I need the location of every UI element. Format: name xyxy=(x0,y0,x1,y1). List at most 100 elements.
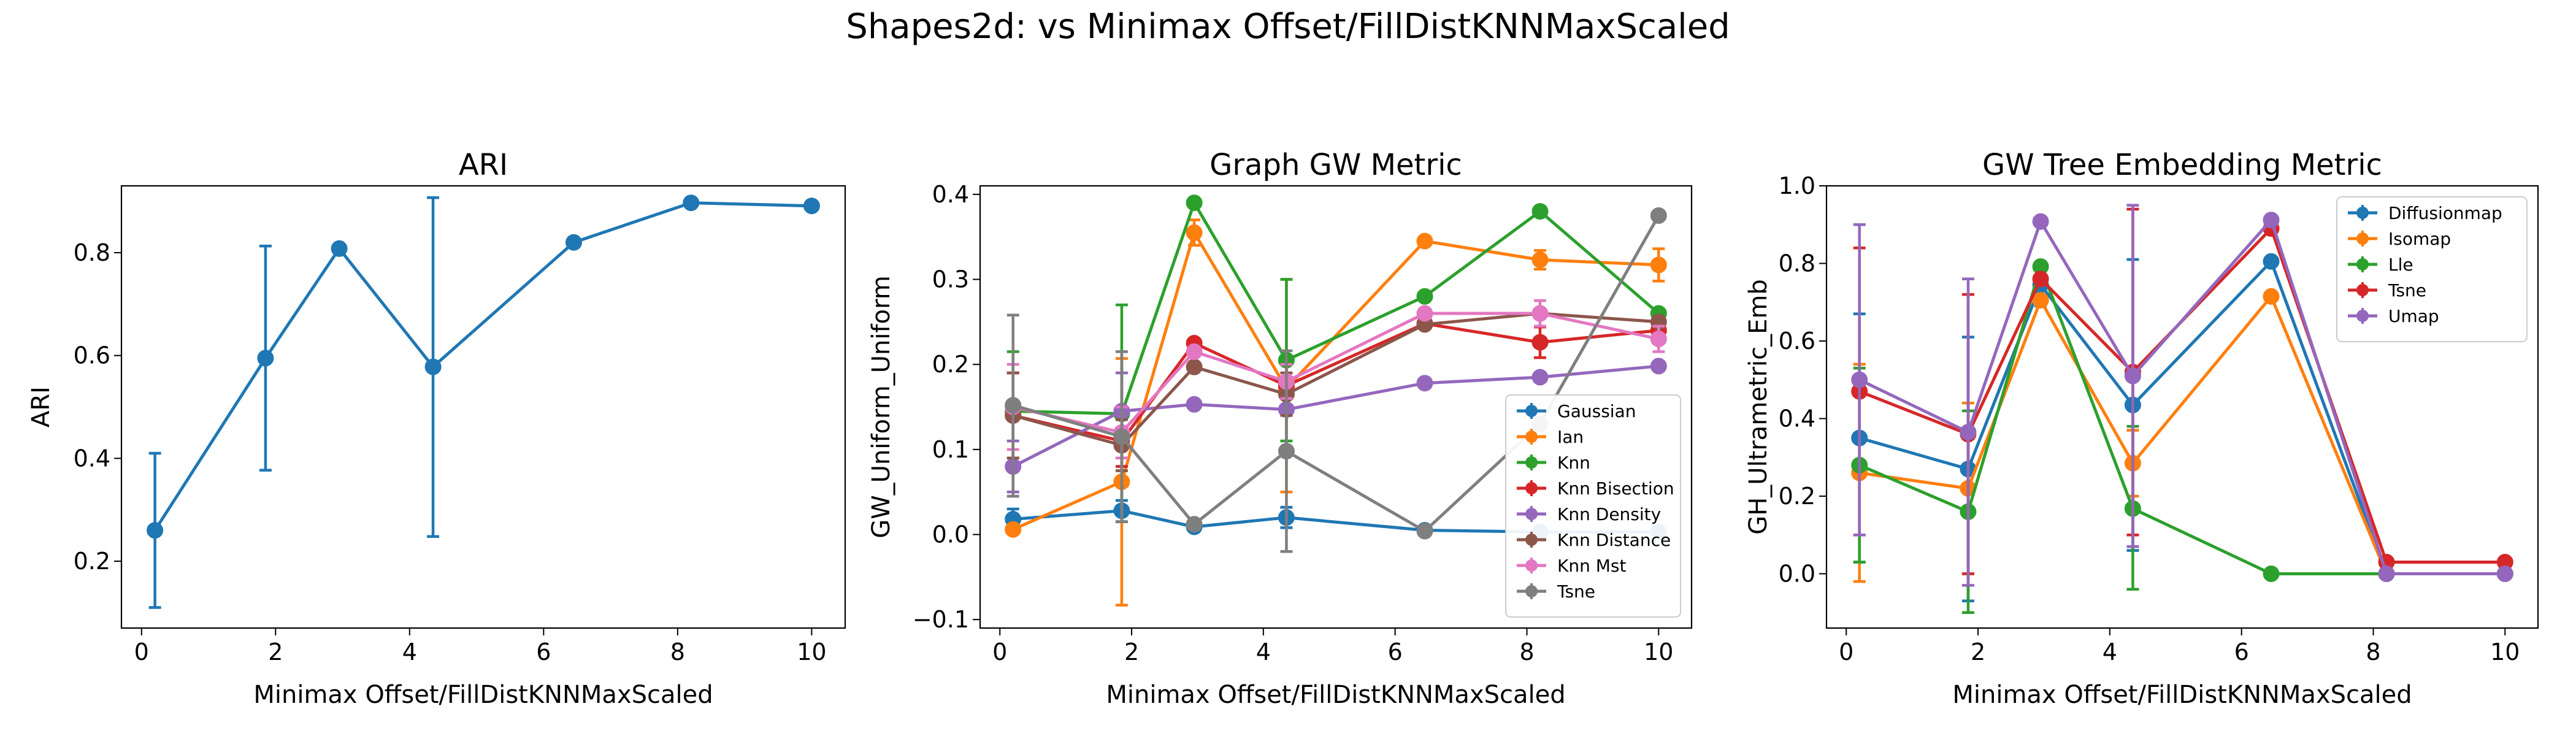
data-point xyxy=(1278,443,1295,460)
legend-label: Lle xyxy=(2388,255,2413,275)
legend-item-ian: Ian xyxy=(1517,427,1584,447)
data-point xyxy=(2378,565,2395,582)
chart-panel-3: GW Tree Embedding Metric 0 2 4 6 8 10 0.0 0.2 0.4… xyxy=(1744,148,2539,709)
x-tick-label: 6 xyxy=(1388,638,1403,665)
plot-series-layer xyxy=(147,194,820,609)
data-point xyxy=(1416,305,1433,322)
data-point xyxy=(683,194,700,212)
y-tick-label: 0.8 xyxy=(1779,250,1815,277)
legend-label: Gaussian xyxy=(1557,401,1636,421)
x-tick-label: 2 xyxy=(1971,638,1985,665)
legend-item-knn-density: Knn Density xyxy=(1517,504,1661,524)
data-point xyxy=(2263,288,2280,305)
legend-item-diffusionmap: Diffusionmap xyxy=(2348,203,2502,223)
data-point xyxy=(1531,369,1549,386)
legend-label: Tsne xyxy=(2388,280,2426,301)
data-point xyxy=(2032,292,2049,309)
figure-suptitle: Shapes2d: vs Minimax Offset/FillDistKNNM… xyxy=(846,7,1730,47)
plot-series-layer xyxy=(1005,194,1667,607)
data-point xyxy=(1650,207,1667,224)
y-tick-label: 0.2 xyxy=(74,548,110,575)
data-point xyxy=(1113,428,1130,445)
legend-item-umap: Umap xyxy=(2348,306,2439,326)
x-tick-label: 8 xyxy=(670,638,685,665)
legend-label: Knn Bisection xyxy=(1557,478,1674,499)
data-point xyxy=(1531,251,1549,269)
data-point xyxy=(1186,516,1203,533)
data-point xyxy=(1960,424,1977,441)
x-tick-label: 4 xyxy=(1256,638,1271,665)
data-point xyxy=(147,522,164,539)
data-point xyxy=(2124,367,2141,385)
data-point xyxy=(2032,270,2049,288)
x-tick-label: 0 xyxy=(1839,638,1853,665)
data-point xyxy=(2263,565,2280,582)
legend-label: Knn Distance xyxy=(1557,530,1671,550)
series-series-1 xyxy=(147,194,820,609)
legend: Gaussian Ian Knn Knn Bisection Knn Density Kn… xyxy=(1505,394,1681,618)
legend-marker xyxy=(1525,585,1538,597)
y-tick-label: 0.2 xyxy=(1779,483,1815,510)
legend-label: Umap xyxy=(2388,306,2439,326)
x-tick-label: 8 xyxy=(1519,638,1534,665)
data-point xyxy=(1186,343,1203,360)
data-point xyxy=(1531,334,1549,351)
legend-marker xyxy=(2356,310,2369,322)
legend-label: Knn xyxy=(1557,453,1590,473)
legend-item-tsne: Tsne xyxy=(1517,581,1595,602)
legend-label: Isomap xyxy=(2388,229,2451,249)
legend-marker xyxy=(1525,405,1538,417)
x-tick-label: 0 xyxy=(134,638,149,665)
y-tick-label: 0.0 xyxy=(932,521,969,548)
data-point xyxy=(1416,232,1433,250)
legend-item-lle: Lle xyxy=(2348,255,2413,275)
legend-marker xyxy=(1525,482,1538,494)
x-axis-label: Minimax Offset/FillDistKNNMaxScaled xyxy=(1106,681,1565,709)
legend-marker xyxy=(2356,258,2369,270)
legend-label: Knn Mst xyxy=(1557,556,1627,576)
y-tick-label: 0.6 xyxy=(1779,328,1815,355)
y-tick-label: 0.1 xyxy=(932,436,969,463)
y-tick-label: 0.4 xyxy=(932,181,969,208)
data-point xyxy=(2263,212,2280,229)
legend-label: Tsne xyxy=(1557,581,1595,602)
legend-marker xyxy=(2356,207,2369,219)
x-tick-label: 10 xyxy=(797,638,826,665)
data-point xyxy=(331,240,348,257)
y-axis-label: GW_Uniform_Uniform xyxy=(867,275,895,539)
legend-label: Ian xyxy=(1557,427,1584,447)
data-point xyxy=(1650,256,1667,274)
data-point xyxy=(1005,521,1022,538)
data-point xyxy=(803,197,820,215)
y-tick-label: 0.6 xyxy=(74,342,110,369)
data-point xyxy=(257,350,274,367)
data-point xyxy=(1851,371,1868,388)
y-tick-label: 0.4 xyxy=(1779,405,1815,432)
data-point xyxy=(565,234,582,251)
legend-item-knn: Knn xyxy=(1517,453,1590,473)
y-axis-label: ARI xyxy=(27,386,55,427)
plot-area-frame xyxy=(120,185,846,629)
x-tick-label: 4 xyxy=(2103,638,2117,665)
data-point xyxy=(1650,358,1667,375)
plot-series-layer xyxy=(1851,204,2513,614)
chart-title: Graph GW Metric xyxy=(1209,148,1462,182)
x-tick-label: 6 xyxy=(536,638,551,665)
x-tick-label: 10 xyxy=(1644,638,1673,665)
legend-marker xyxy=(1525,534,1538,546)
y-tick-label: 0.3 xyxy=(932,266,969,293)
legend-item-knn-distance: Knn Distance xyxy=(1517,530,1671,550)
legend-label: Knn Density xyxy=(1557,504,1661,524)
data-point xyxy=(2263,253,2280,270)
x-axis-label: Minimax Offset/FillDistKNNMaxScaled xyxy=(1952,681,2412,709)
legend-frame xyxy=(1505,394,1681,618)
legend-item-knn-bisection: Knn Bisection xyxy=(1517,478,1674,499)
data-point xyxy=(1650,331,1667,348)
legend-marker xyxy=(2356,232,2369,245)
legend-marker xyxy=(1525,431,1538,443)
data-point xyxy=(1186,224,1203,241)
x-tick-label: 4 xyxy=(402,638,417,665)
data-point xyxy=(1531,305,1549,322)
